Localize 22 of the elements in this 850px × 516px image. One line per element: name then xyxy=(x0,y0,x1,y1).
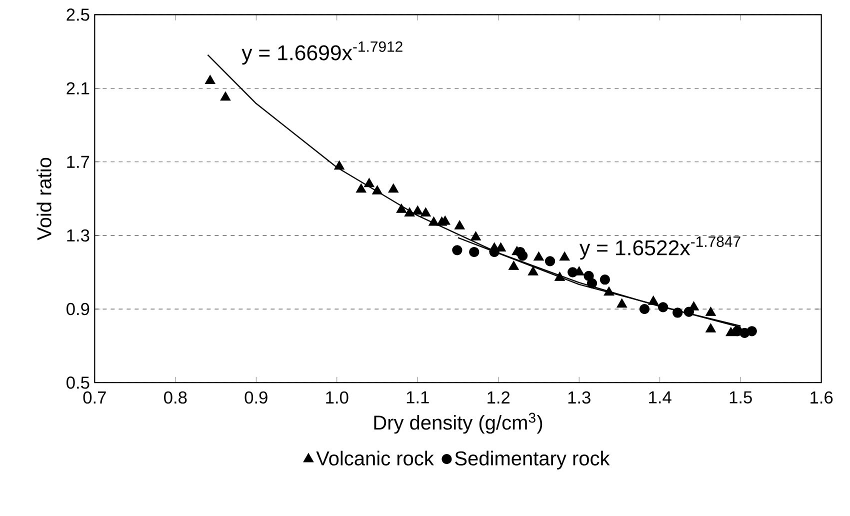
x-tick-label: 0.9 xyxy=(244,391,268,404)
x-tick-label: 1.0 xyxy=(326,391,348,404)
x-tick-label: 0.7 xyxy=(83,391,106,404)
x-axis-title: Dry density (g/cm$^{3}$) xyxy=(374,412,542,434)
x-tick-label: 0.8 xyxy=(164,391,187,404)
annotation: y = 1.6522x$^{-1.7847}$ xyxy=(580,236,740,260)
y-tick-label: 1.3 xyxy=(67,229,90,242)
x-tick-label: 1.4 xyxy=(649,391,672,404)
x-tick-label: 1.3 xyxy=(568,391,590,404)
x-tick-label: 1.5 xyxy=(730,391,752,404)
y-axis-title: Void ratio xyxy=(36,158,52,240)
annotation: y = 1.6699x$^{-1.7912}$ xyxy=(242,41,402,65)
legend-label: Volcanic rock xyxy=(316,450,434,466)
y-tick-label: 0.9 xyxy=(66,302,90,316)
x-tick-label: 1.2 xyxy=(488,391,510,404)
y-tick-label: 2.5 xyxy=(66,8,90,21)
y-tick-label: 2.1 xyxy=(66,82,90,94)
x-tick-label: 1.1 xyxy=(406,391,429,404)
legend-label: Sedimentary rock xyxy=(455,450,610,470)
y-tick-label: 1.7 xyxy=(67,156,90,168)
x-tick-label: 1.6 xyxy=(810,391,833,404)
y-tick-label: 0.5 xyxy=(66,376,90,389)
